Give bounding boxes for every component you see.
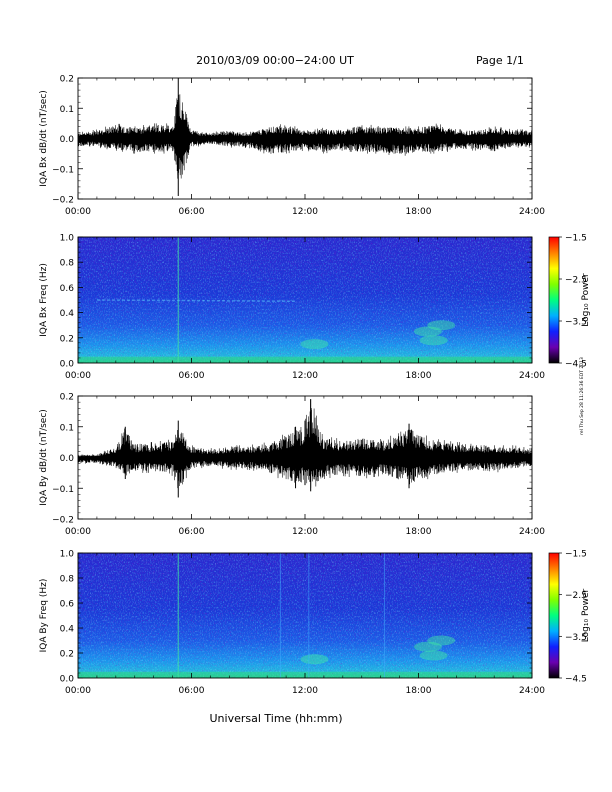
x-tick-label: 12:00: [292, 207, 318, 217]
page-title: 2010/03/09 00:00−24:00 UT: [196, 54, 354, 67]
y-tick-label: −0.1: [52, 485, 74, 495]
y-tick-label: 0.8: [60, 575, 75, 585]
x-tick-label: 12:00: [292, 527, 318, 537]
y-axis-label: IQA By dB/dt (nT/sec): [39, 409, 49, 506]
x-tick-label: 24:00: [519, 371, 545, 381]
x-tick-label: 24:00: [519, 686, 545, 696]
y-tick-label: 0.2: [60, 75, 74, 85]
colorbar-tick-label: −2.5: [565, 276, 587, 286]
panel-1: 00:00 06:00 12:00 18:00 24:00 0.2 0.1 0.0 −0.1 −0…: [39, 75, 545, 218]
x-tick-label: 00:00: [65, 527, 91, 537]
spectrogram-texture: [78, 553, 532, 678]
power-enhancement: [413, 326, 442, 337]
power-enhancement: [413, 641, 442, 652]
x-tick-label: 06:00: [179, 527, 205, 537]
x-tick-label: 18:00: [406, 527, 432, 537]
x-axis-title: Universal Time (hh:mm): [210, 712, 343, 725]
y-tick-label: 0.8: [60, 259, 75, 269]
x-tick-label: 18:00: [406, 207, 432, 217]
colorbar-tick-label: −2.5: [565, 591, 587, 601]
power-enhancement: [419, 335, 448, 346]
colorbar-tick-label: −4.5: [565, 360, 587, 370]
colorbar-tick-label: −3.5: [565, 633, 587, 643]
y-tick-label: 1.0: [60, 550, 75, 560]
y-tick-label: −0.1: [52, 165, 74, 175]
y-tick-label: 0.0: [60, 675, 75, 685]
y-tick-label: 0.6: [60, 284, 75, 294]
x-tick-label: 00:00: [65, 371, 91, 381]
colorbar-tick-label: −4.5: [565, 675, 587, 685]
x-tick-label: 18:00: [406, 371, 432, 381]
narrowband-emission: [96, 299, 296, 303]
y-tick-label: 0.1: [60, 105, 74, 115]
x-tick-label: 12:00: [292, 686, 318, 696]
y-axis-label: IQA By Freq (Hz): [39, 579, 49, 653]
x-tick-label: 18:00: [406, 686, 432, 696]
y-tick-label: −0.2: [52, 196, 74, 206]
colorbar: [548, 552, 560, 679]
x-tick-label: 24:00: [519, 527, 545, 537]
x-tick-label: 24:00: [519, 207, 545, 217]
trace-line: [77, 94, 533, 179]
x-tick-label: 12:00: [292, 371, 318, 381]
colorbar-label: Log₁₀ Power: [581, 589, 591, 643]
y-tick-label: 0.0: [60, 135, 75, 145]
panel-3: 00:00 06:00 12:00 18:00 24:00 0.2 0.1 0.0 −0.1 −0…: [39, 393, 545, 538]
y-tick-label: 0.2: [60, 334, 74, 344]
power-enhancement: [427, 635, 456, 646]
power-enhancement: [419, 650, 448, 661]
x-tick-label: 06:00: [179, 207, 205, 217]
power-enhancement: [427, 320, 456, 331]
y-tick-label: 0.0: [60, 454, 75, 464]
x-tick-label: 00:00: [65, 207, 91, 217]
y-tick-label: 0.4: [60, 309, 75, 319]
y-tick-label: 0.6: [60, 600, 75, 610]
page-number: Page 1/1: [476, 54, 524, 67]
power-enhancement: [300, 654, 329, 665]
colorbar-label: Log₁₀ Power: [581, 273, 591, 327]
panel-4: −1.5 −2.5 −3.5 −4.5 Log₁₀ Power 00:00 06:00 12:…: [39, 550, 591, 697]
y-tick-label: −0.2: [52, 516, 74, 526]
power-enhancement: [300, 339, 329, 350]
colorbar-tick-label: −3.5: [565, 318, 587, 328]
panel-2: −1.5 −2.5 −3.5 −4.5 Log₁₀ Power 00:00 06:00 12:…: [39, 234, 591, 382]
colorbar-tick-label: −1.5: [565, 550, 587, 560]
x-tick-label: 06:00: [179, 686, 205, 696]
y-tick-label: 1.0: [60, 234, 75, 244]
colorbar-tick-label: −1.5: [565, 234, 587, 244]
y-tick-label: 0.4: [60, 625, 75, 635]
y-axis-label: IQA Bx Freq (Hz): [39, 263, 49, 337]
y-axis-label: IQA Bx dB/dt (nT/sec): [39, 90, 49, 187]
y-tick-label: 0.2: [60, 393, 74, 403]
panels: 00:00 06:00 12:00 18:00 24:00 0.2 0.1 0.0 −0.1 −0…: [39, 75, 591, 697]
x-tick-label: 00:00: [65, 686, 91, 696]
colorbar: [548, 236, 560, 364]
y-tick-label: 0.2: [60, 650, 74, 660]
side-note: rel Thu Sep 28 11:26:36 EDT 2013: [579, 357, 585, 435]
y-tick-label: 0.0: [60, 360, 75, 370]
x-tick-label: 06:00: [179, 371, 205, 381]
y-tick-label: 0.1: [60, 423, 74, 433]
